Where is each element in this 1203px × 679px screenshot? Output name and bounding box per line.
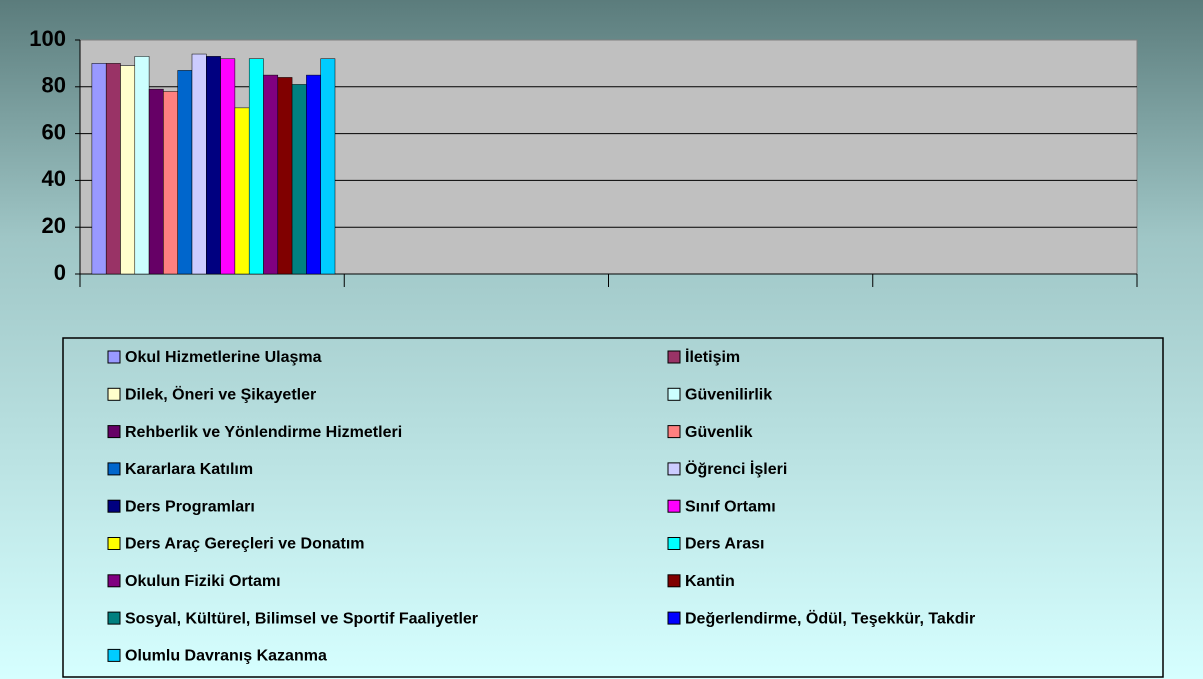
bar <box>234 107 250 275</box>
legend-label: Güvenlik <box>685 424 753 441</box>
legend-swatch <box>667 611 681 625</box>
bar <box>134 56 150 275</box>
legend-swatch <box>667 537 681 550</box>
bar <box>263 74 279 275</box>
y-tick-label: 100 <box>29 26 66 51</box>
legend-label: Rehberlik ve Yönlendirme Hizmetleri <box>125 424 402 441</box>
bar <box>105 63 121 275</box>
bar <box>163 91 178 275</box>
legend-swatch <box>107 499 121 513</box>
bar <box>320 58 336 275</box>
y-tick-label: 80 <box>42 73 66 98</box>
legend-label: Öğrenci İşleri <box>685 459 787 478</box>
legend-label: Ders Programları <box>125 498 255 515</box>
bar <box>291 84 307 275</box>
bar <box>191 53 207 275</box>
legend-label: Sosyal, Kültürel, Bilimsel ve Sportif Fa… <box>125 610 478 627</box>
bar <box>91 63 107 275</box>
legend-swatch <box>107 350 121 364</box>
legend-swatch <box>107 387 121 401</box>
legend-label: Ders Arası <box>685 536 764 553</box>
legend-label: Okulun Fiziki Ortamı <box>125 573 281 590</box>
legend-box <box>62 337 1164 678</box>
y-tick-label: 20 <box>42 213 66 238</box>
bar <box>148 88 164 275</box>
y-tick-label: 60 <box>42 119 66 144</box>
legend-swatch <box>667 574 681 588</box>
bar <box>306 74 321 275</box>
legend-label: İletişim <box>685 348 740 366</box>
legend-swatch <box>667 350 681 364</box>
legend-swatch <box>667 462 681 476</box>
legend-swatch <box>667 425 681 439</box>
legend-swatch <box>667 499 681 513</box>
legend-swatch <box>107 537 121 550</box>
legend-label: Dilek, Öneri ve Şikayetler <box>125 385 316 404</box>
legend-swatch <box>107 648 121 662</box>
legend-swatch <box>107 425 121 439</box>
legend-label: Değerlendirme, Ödül, Teşekkür, Takdir <box>685 608 975 627</box>
y-tick-label: 40 <box>42 166 66 191</box>
legend-label: Olumlu Davranış Kazanma <box>125 648 327 665</box>
bar <box>277 77 293 275</box>
bar <box>120 65 136 275</box>
bar <box>248 58 264 275</box>
legend-swatch <box>107 611 121 625</box>
legend-label: Kantin <box>685 573 735 590</box>
bar <box>177 70 193 275</box>
legend-swatch <box>107 574 121 588</box>
legend-swatch <box>667 387 681 401</box>
bar <box>220 58 236 275</box>
legend-swatch <box>107 462 121 476</box>
legend-label: Kararlara Katılım <box>125 461 253 478</box>
legend-label: Sınıf Ortamı <box>685 498 776 515</box>
bar <box>206 56 221 275</box>
y-tick-label: 0 <box>54 260 66 285</box>
legend-label: Okul Hizmetlerine Ulaşma <box>125 349 322 366</box>
legend-label: Ders Araç Gereçleri ve Donatım <box>125 536 365 553</box>
legend-label: Güvenilirlik <box>685 387 772 404</box>
